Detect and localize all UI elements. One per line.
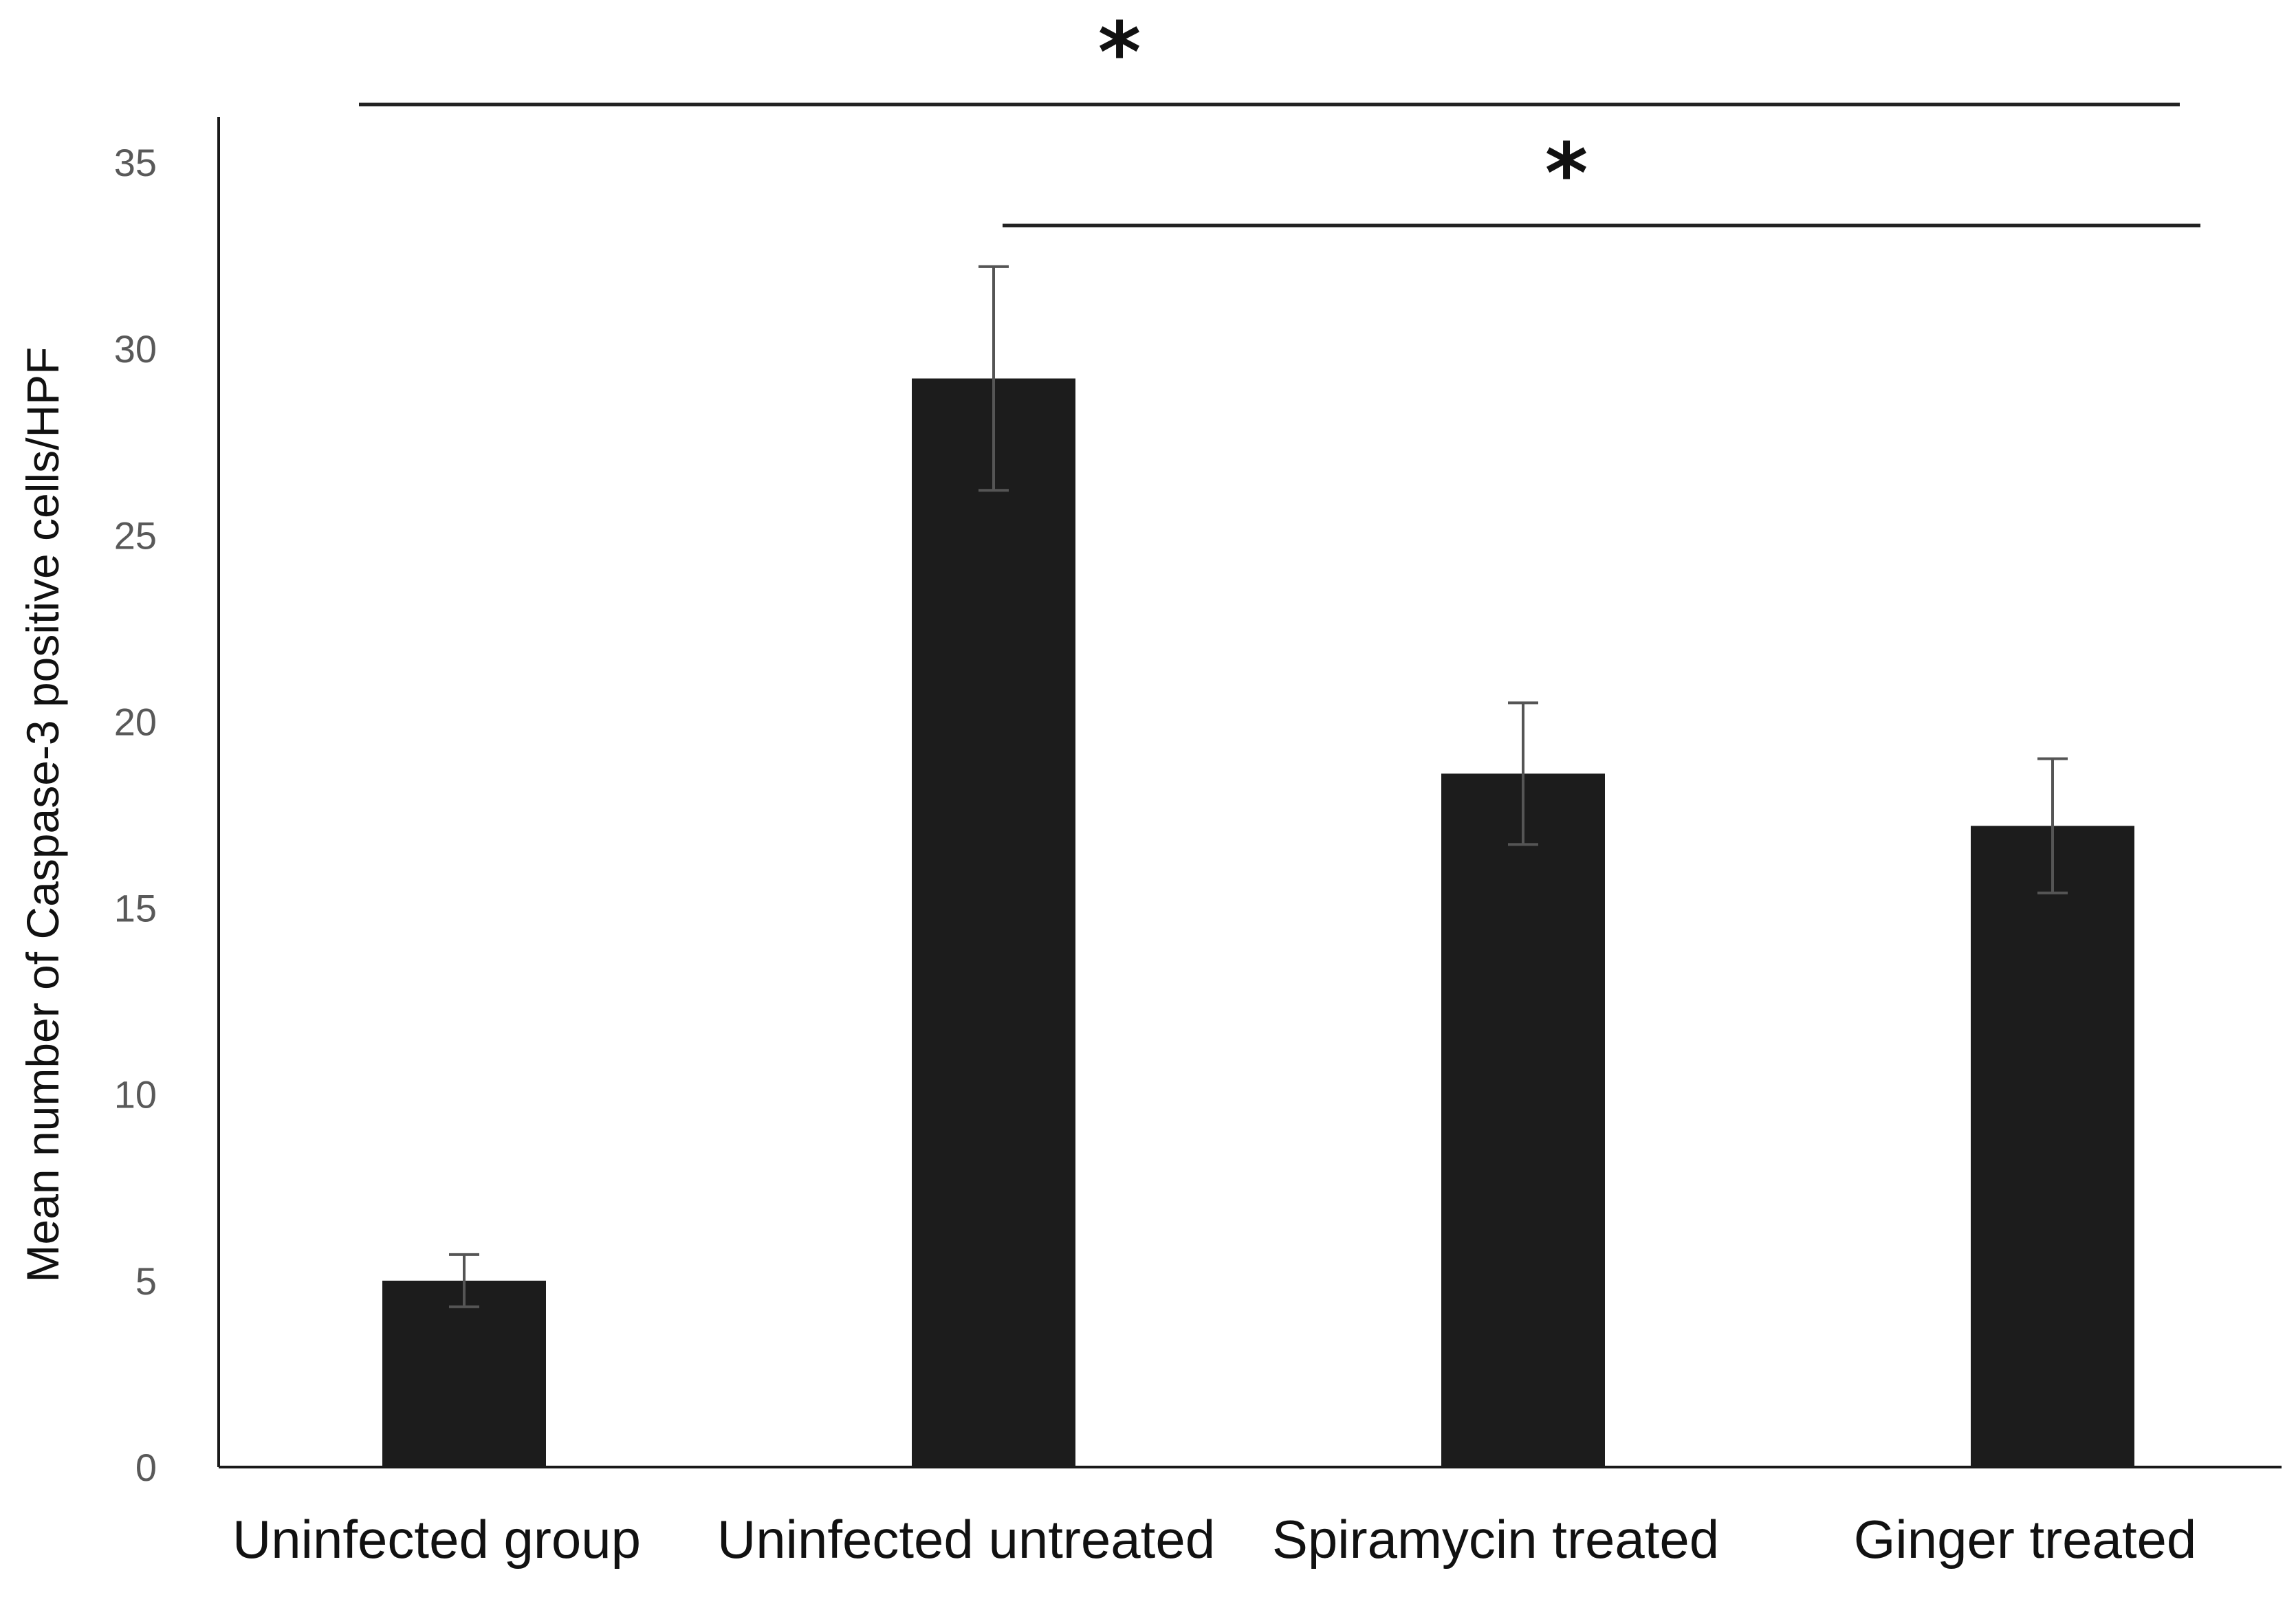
bar [912,378,1075,1468]
error-bar [1508,701,1538,846]
significance-star: * [1098,5,1141,101]
y-tick-label: 20 [114,700,157,743]
error-bar [449,1253,479,1308]
bar [382,1280,546,1467]
error-bar [978,265,1009,492]
axes [217,117,2282,1468]
y-tick-label: 0 [135,1446,157,1489]
y-tick-label: 15 [114,887,157,930]
y-tick-label: 10 [114,1073,157,1116]
y-tick-label: 5 [135,1259,157,1303]
y-tick-label: 30 [114,327,157,371]
x-category-label: Uninfected group [232,1509,641,1570]
x-category-label: Uninfected untreated [717,1509,1215,1570]
bar [1441,773,1605,1467]
significance-star: * [1545,126,1588,222]
bar [1971,826,2134,1467]
error-bars [449,265,2068,1308]
y-ticks: 0 5 10 15 20 25 30 35 [114,141,157,1489]
significance-bracket: * [1003,126,2200,228]
x-category-label: Ginger treated [1854,1509,2197,1570]
x-category-label: Spiramycin treated [1272,1509,1719,1570]
significance-bracket: * [359,5,2180,107]
significance-annotations: ** [359,5,2200,228]
y-axis-title: Mean number of Caspase-3 positive cells/… [17,347,68,1283]
y-tick-label: 35 [114,141,157,184]
x-category-labels: Uninfected group Uninfected untreated Spir… [232,1509,2196,1570]
y-tick-label: 25 [114,514,157,557]
bars [382,378,2134,1468]
error-bar [2037,757,2068,894]
